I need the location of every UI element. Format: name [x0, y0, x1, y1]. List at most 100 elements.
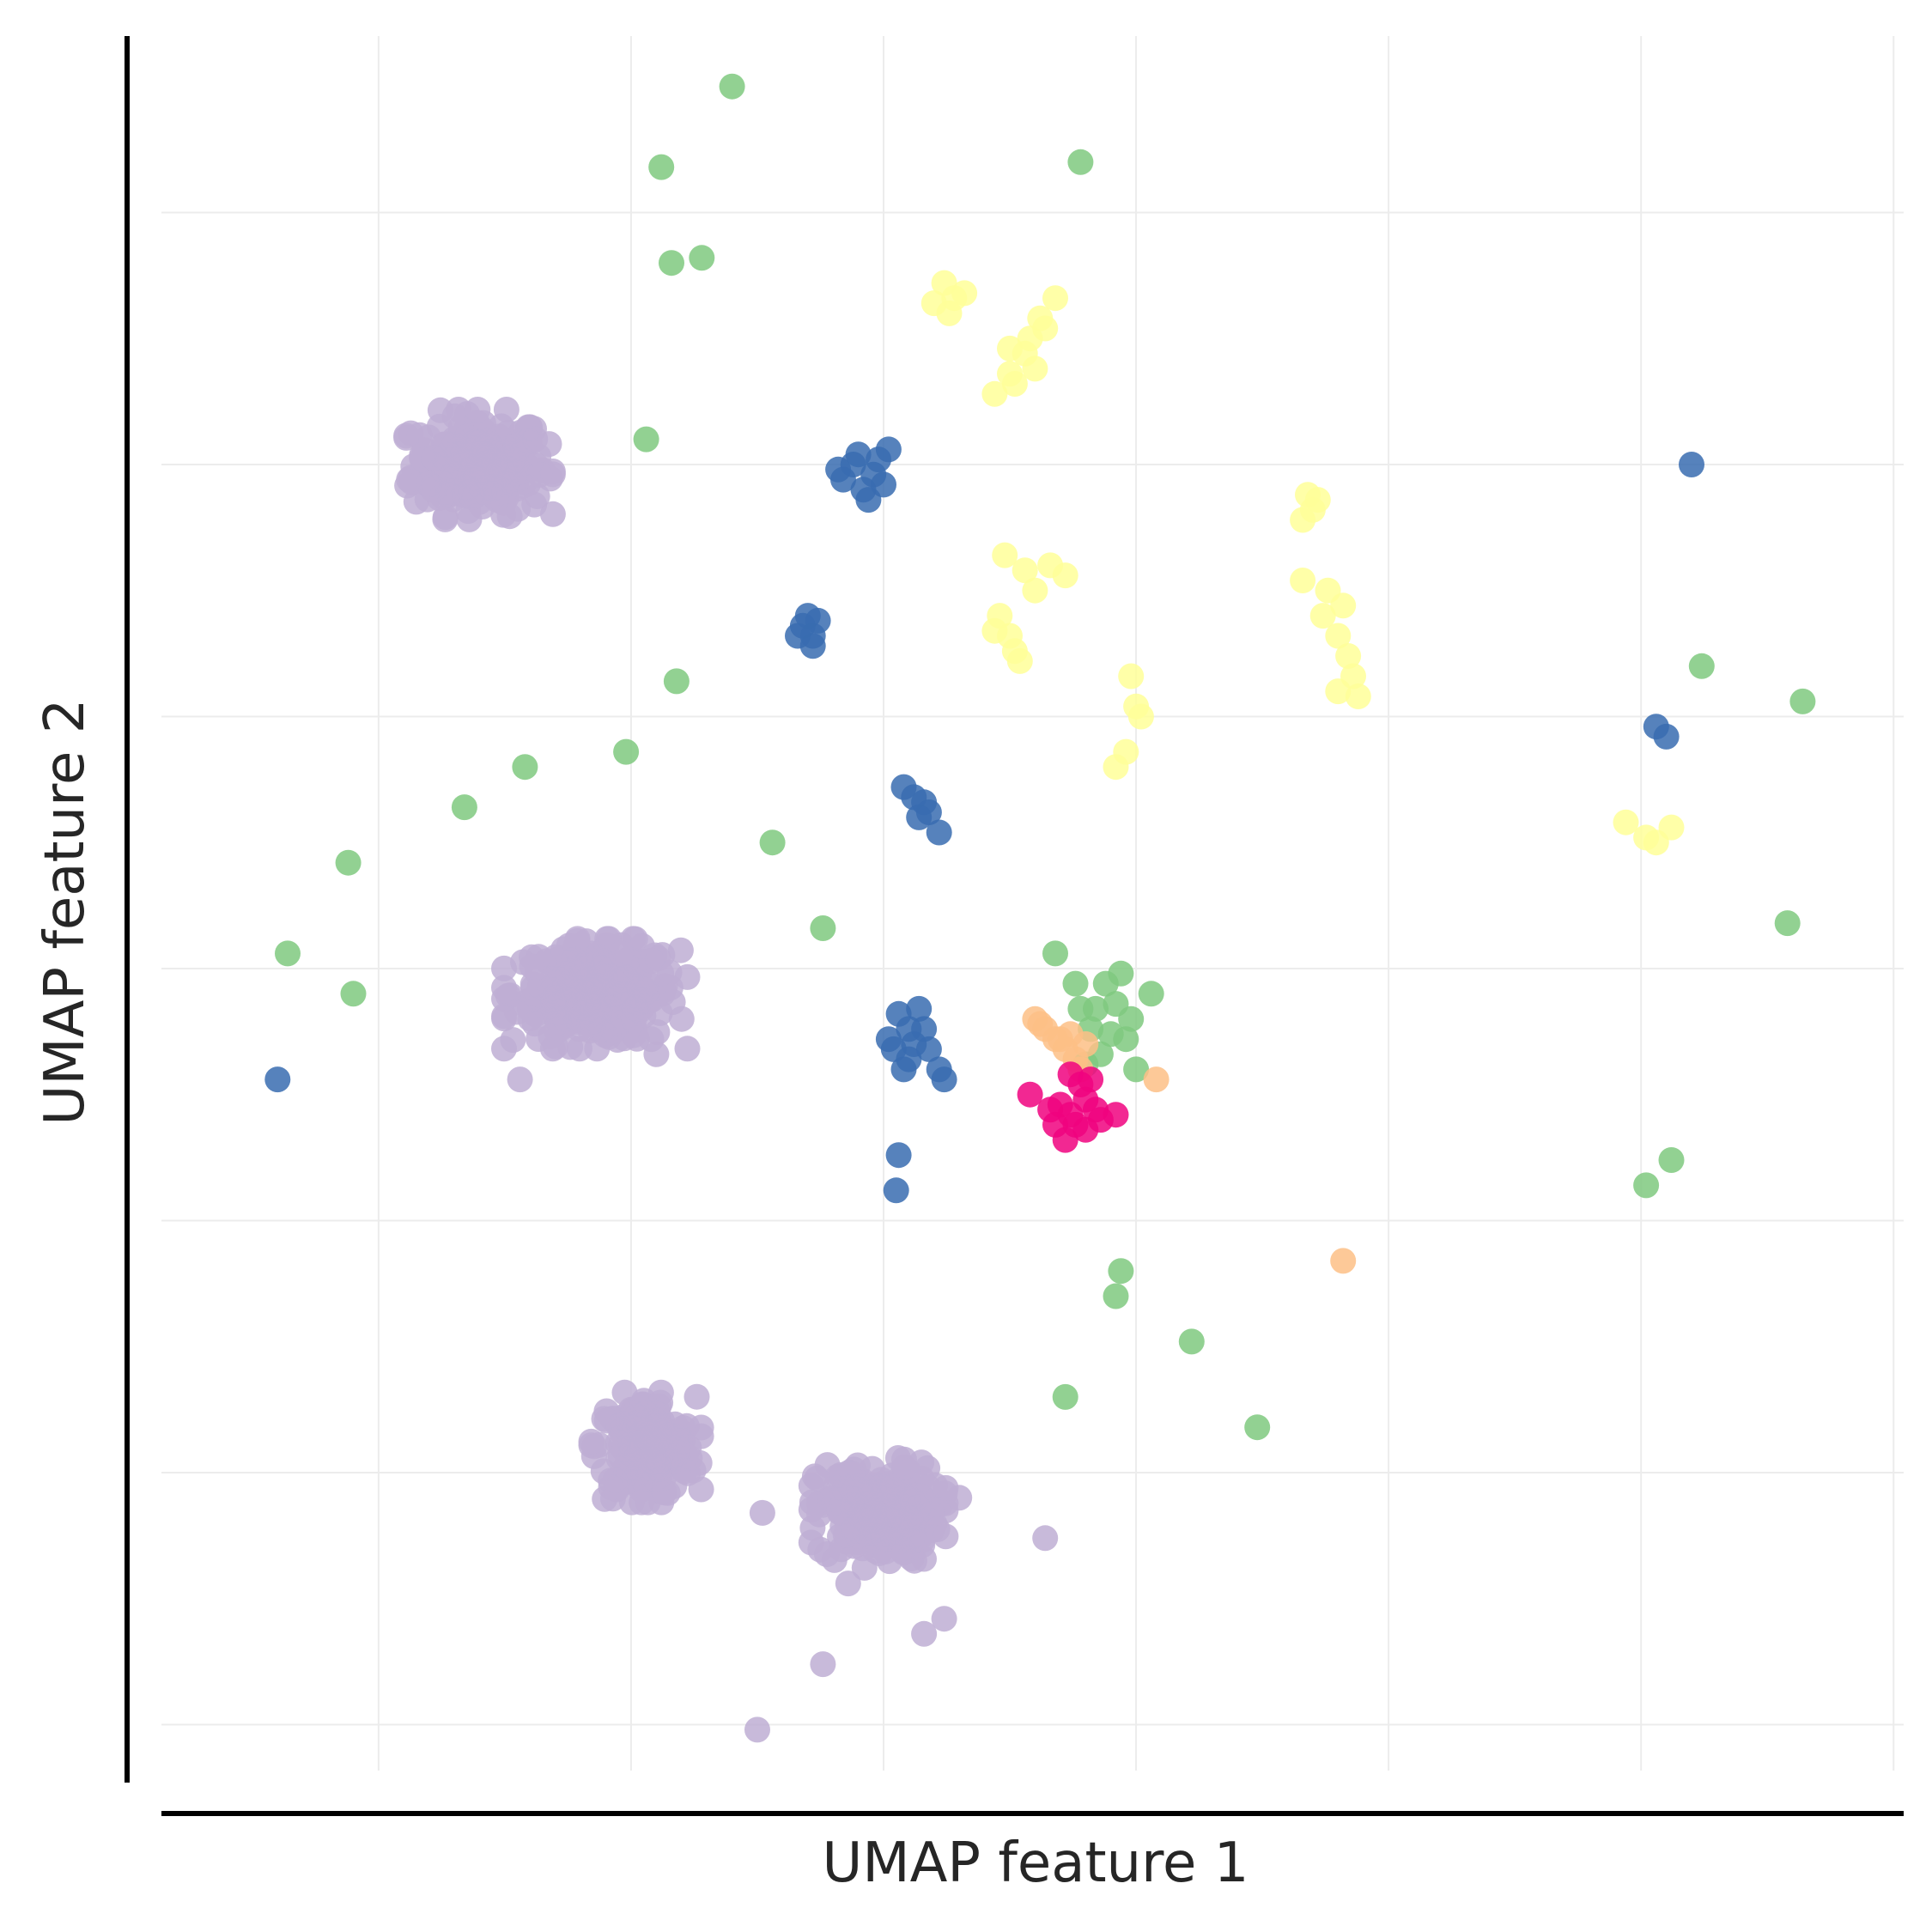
data-point [1290, 568, 1316, 593]
data-point [981, 617, 1008, 644]
data-point [936, 300, 963, 326]
data-point [1103, 1102, 1129, 1128]
data-point [1633, 1172, 1660, 1199]
data-point [906, 804, 933, 830]
data-point [396, 466, 422, 493]
data-point [1613, 809, 1639, 835]
data-point [1078, 1066, 1104, 1093]
data-point [1123, 1056, 1150, 1083]
data-point [578, 1428, 605, 1455]
data-point [577, 968, 604, 994]
data-point [759, 829, 786, 856]
data-point [875, 1026, 902, 1053]
data-point [640, 1449, 666, 1475]
data-point [638, 1026, 665, 1053]
data-point [1012, 557, 1038, 584]
data-point [663, 668, 690, 695]
data-point [1789, 688, 1816, 714]
data-point [539, 459, 566, 484]
data-point [522, 426, 549, 453]
data-point [981, 380, 1008, 407]
data-point [451, 794, 477, 821]
data-point [674, 1036, 701, 1062]
data-point [648, 154, 675, 180]
data-point [465, 397, 491, 422]
data-point [613, 738, 640, 765]
data-point [1022, 355, 1048, 382]
data-point [340, 981, 367, 1007]
data-point [1027, 1011, 1054, 1037]
data-point [1244, 1414, 1271, 1441]
data-point [1335, 643, 1362, 669]
data-point [1330, 1248, 1357, 1274]
data-point [674, 963, 701, 990]
data-point [1653, 723, 1680, 750]
data-point [576, 1012, 603, 1038]
data-point [933, 1523, 959, 1550]
data-point [946, 1485, 973, 1511]
data-point [671, 1458, 698, 1485]
data-point [1679, 452, 1704, 477]
data-point [629, 1489, 655, 1516]
data-point [689, 245, 715, 271]
data-point [997, 361, 1023, 387]
data-point [885, 1142, 912, 1169]
data-point [459, 446, 486, 472]
data-point [1067, 995, 1094, 1022]
data-point [798, 1497, 824, 1523]
data-point [931, 1606, 957, 1632]
data-point [858, 1506, 884, 1533]
data-point [491, 955, 517, 981]
data-point [1042, 940, 1068, 967]
data-point [1032, 315, 1059, 342]
data-point [659, 250, 684, 276]
data-point [654, 1422, 681, 1449]
data-point [1113, 1026, 1139, 1053]
data-point [1118, 663, 1145, 690]
data-point [519, 953, 545, 980]
data-point [1774, 910, 1801, 937]
data-point [587, 945, 614, 971]
data-point [440, 432, 467, 459]
data-point [668, 1005, 695, 1032]
data-point [1138, 981, 1164, 1007]
data-point [1325, 678, 1352, 705]
data-point [493, 397, 519, 422]
data-point [432, 506, 459, 532]
data-point [537, 975, 563, 1002]
data-point [871, 471, 896, 498]
data-point [613, 981, 640, 1007]
data-point [1108, 960, 1134, 987]
data-point [749, 1499, 775, 1526]
data-point [1062, 970, 1089, 997]
data-point [868, 1473, 895, 1500]
data-point [1304, 487, 1331, 513]
data-point [1345, 683, 1371, 709]
data-point [915, 1036, 942, 1062]
data-point [335, 849, 361, 876]
data-point [264, 1066, 291, 1093]
data-point [1072, 1031, 1099, 1057]
data-point [1042, 285, 1068, 312]
data-point [502, 434, 529, 460]
data-point [608, 940, 635, 967]
data-point [834, 1522, 860, 1548]
data-point [683, 1383, 710, 1410]
data-point [521, 491, 548, 518]
data-point [1118, 1005, 1145, 1032]
data-point [810, 1651, 836, 1678]
data-points [264, 73, 1816, 1743]
data-point [1143, 1066, 1170, 1093]
data-point [1037, 1097, 1064, 1123]
data-point [1103, 1283, 1129, 1309]
data-point [1052, 562, 1078, 589]
data-point [1658, 1147, 1685, 1173]
data-point [1067, 149, 1094, 175]
data-point [810, 915, 836, 941]
data-point [992, 542, 1018, 568]
data-point [898, 1528, 925, 1554]
data-point [647, 1389, 674, 1416]
data-point [931, 1066, 957, 1093]
data-point [951, 280, 978, 307]
data-point [1113, 738, 1139, 765]
